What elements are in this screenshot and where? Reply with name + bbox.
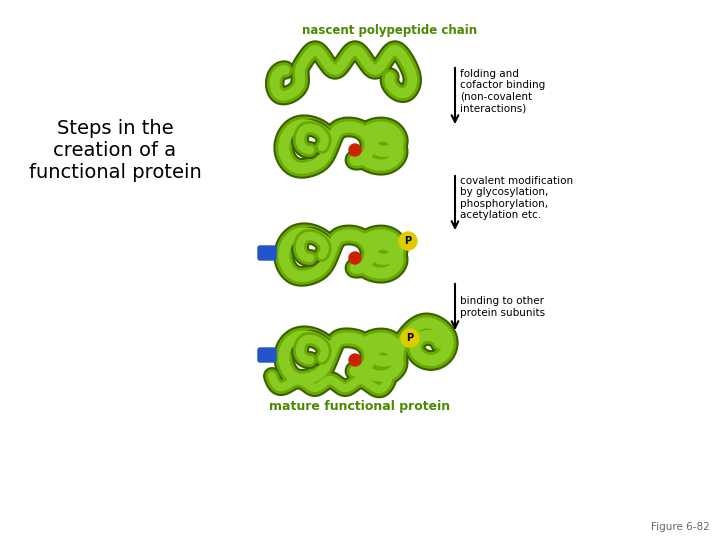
Circle shape <box>401 329 419 347</box>
Text: covalent modification
by glycosylation,
phosphorylation,
acetylation etc.: covalent modification by glycosylation, … <box>460 176 573 220</box>
Text: Steps in the
creation of a
functional protein: Steps in the creation of a functional pr… <box>29 118 202 181</box>
Text: mature functional protein: mature functional protein <box>269 400 451 413</box>
Circle shape <box>349 252 361 264</box>
Circle shape <box>349 354 361 366</box>
Text: P: P <box>405 236 412 246</box>
Text: Figure 6-82: Figure 6-82 <box>652 522 710 532</box>
Text: nascent polypeptide chain: nascent polypeptide chain <box>302 24 477 37</box>
Circle shape <box>399 232 417 250</box>
FancyBboxPatch shape <box>258 348 276 362</box>
Text: folding and
cofactor binding
(non-covalent
interactions): folding and cofactor binding (non-covale… <box>460 69 545 113</box>
FancyBboxPatch shape <box>258 246 276 260</box>
Text: binding to other
protein subunits: binding to other protein subunits <box>460 296 545 318</box>
Circle shape <box>349 144 361 156</box>
Text: P: P <box>406 333 413 343</box>
